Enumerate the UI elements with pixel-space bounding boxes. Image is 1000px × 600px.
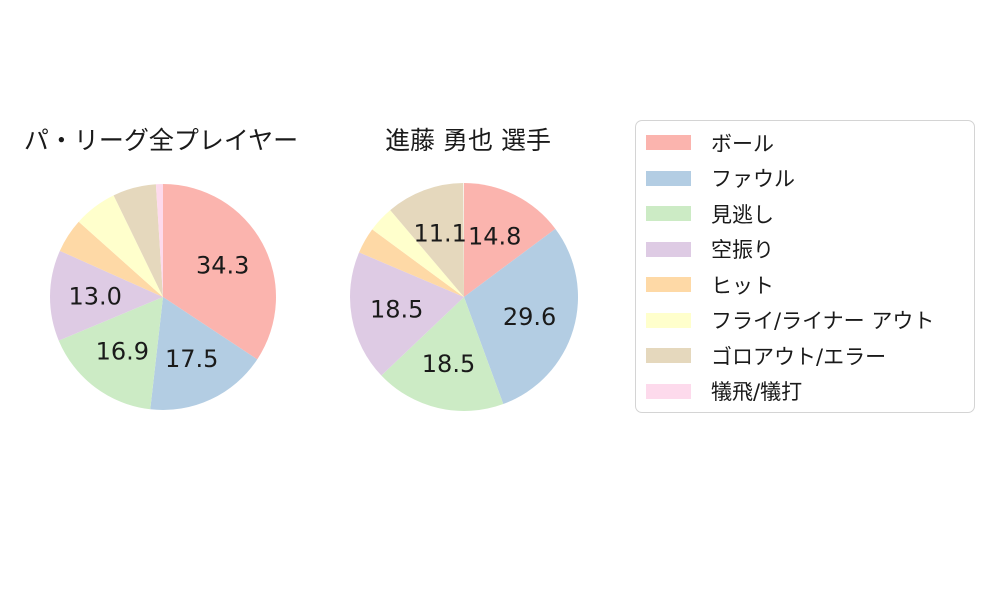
legend-swatch bbox=[646, 348, 691, 364]
pie-value-label: 18.5 bbox=[422, 350, 475, 378]
pie-slice-pa-league-all-players-4 bbox=[59, 221, 164, 297]
legend-item-label: ヒット bbox=[711, 273, 774, 298]
legend-item-label: ゴロアウト/エラー bbox=[711, 344, 887, 369]
pie-value-label: 29.6 bbox=[503, 303, 556, 331]
legend-item-label: フライ/ライナー アウト bbox=[711, 309, 935, 334]
pie-slice-shindo-yuya-1 bbox=[464, 228, 579, 405]
pie-slice-pa-league-all-players-1 bbox=[150, 297, 258, 411]
left-pie-title: パ・リーグ全プレイヤー bbox=[23, 126, 299, 155]
pie-slice-pa-league-all-players-6 bbox=[113, 184, 163, 297]
pie-slice-shindo-yuya-3 bbox=[349, 252, 464, 376]
right-pie-title: 進藤 勇也 選手 bbox=[385, 126, 551, 155]
legend-item-label: ファウル bbox=[711, 167, 795, 192]
pie-slice-shindo-yuya-4 bbox=[359, 229, 464, 297]
legend-swatch bbox=[646, 241, 691, 257]
legend-swatch bbox=[646, 277, 691, 293]
pie-slice-pa-league-all-players-5 bbox=[78, 195, 163, 297]
legend-box: ボールファウル見逃し空振りヒットフライ/ライナー アウト ゴロアウト/エラー 犠飛/… bbox=[635, 120, 975, 413]
pie-slice-shindo-yuya-0 bbox=[464, 183, 556, 297]
pie-shindo-yuya: 14.8 29.6 18.5 18.5 11.1 bbox=[349, 183, 579, 412]
pie-slice-shindo-yuya-2 bbox=[381, 297, 504, 412]
legend-swatch bbox=[646, 383, 691, 399]
pie-slice-pa-league-all-players-0 bbox=[163, 184, 277, 360]
legend-item: フライ/ライナー アウト bbox=[636, 303, 974, 339]
pie-pa-league-all-players: 34.3 17.5 16.9 13.0 bbox=[50, 183, 277, 411]
legend-item-label: 犠飛/犠打 bbox=[711, 380, 803, 405]
legend-item: 空振り bbox=[636, 232, 974, 268]
legend-item-label: 空振り bbox=[711, 238, 774, 263]
pie-value-label: 16.9 bbox=[96, 338, 149, 366]
legend-item: ゴロアウト/エラー bbox=[636, 338, 974, 374]
pie-value-label: 13.0 bbox=[68, 283, 121, 311]
legend-item: 見逃し bbox=[636, 196, 974, 232]
pie-slice-pa-league-all-players-2 bbox=[58, 297, 163, 410]
pie-slice-shindo-yuya-6 bbox=[390, 183, 464, 297]
pie-value-label: 17.5 bbox=[165, 345, 218, 373]
legend-item: ヒット bbox=[636, 267, 974, 303]
legend-swatch bbox=[646, 312, 691, 328]
legend-swatch bbox=[646, 135, 691, 151]
legend-swatch bbox=[646, 206, 691, 222]
pie-slice-pa-league-all-players-3 bbox=[50, 250, 164, 341]
pie-value-label: 34.3 bbox=[196, 251, 249, 279]
legend-item: ボール bbox=[636, 125, 974, 161]
pie-value-label: 11.1 bbox=[413, 219, 466, 247]
legend-item-label: 見逃し bbox=[711, 202, 774, 227]
legend-item-label: ボール bbox=[711, 131, 774, 156]
legend-swatch bbox=[646, 170, 691, 186]
pie-slice-shindo-yuya-5 bbox=[372, 210, 464, 297]
pie-value-label: 14.8 bbox=[468, 222, 521, 250]
pie-slice-pa-league-all-players-7 bbox=[155, 183, 163, 297]
legend-item: 犠飛/犠打 bbox=[636, 374, 974, 410]
legend-item: ファウル bbox=[636, 161, 974, 197]
pie-value-label: 18.5 bbox=[370, 296, 423, 324]
